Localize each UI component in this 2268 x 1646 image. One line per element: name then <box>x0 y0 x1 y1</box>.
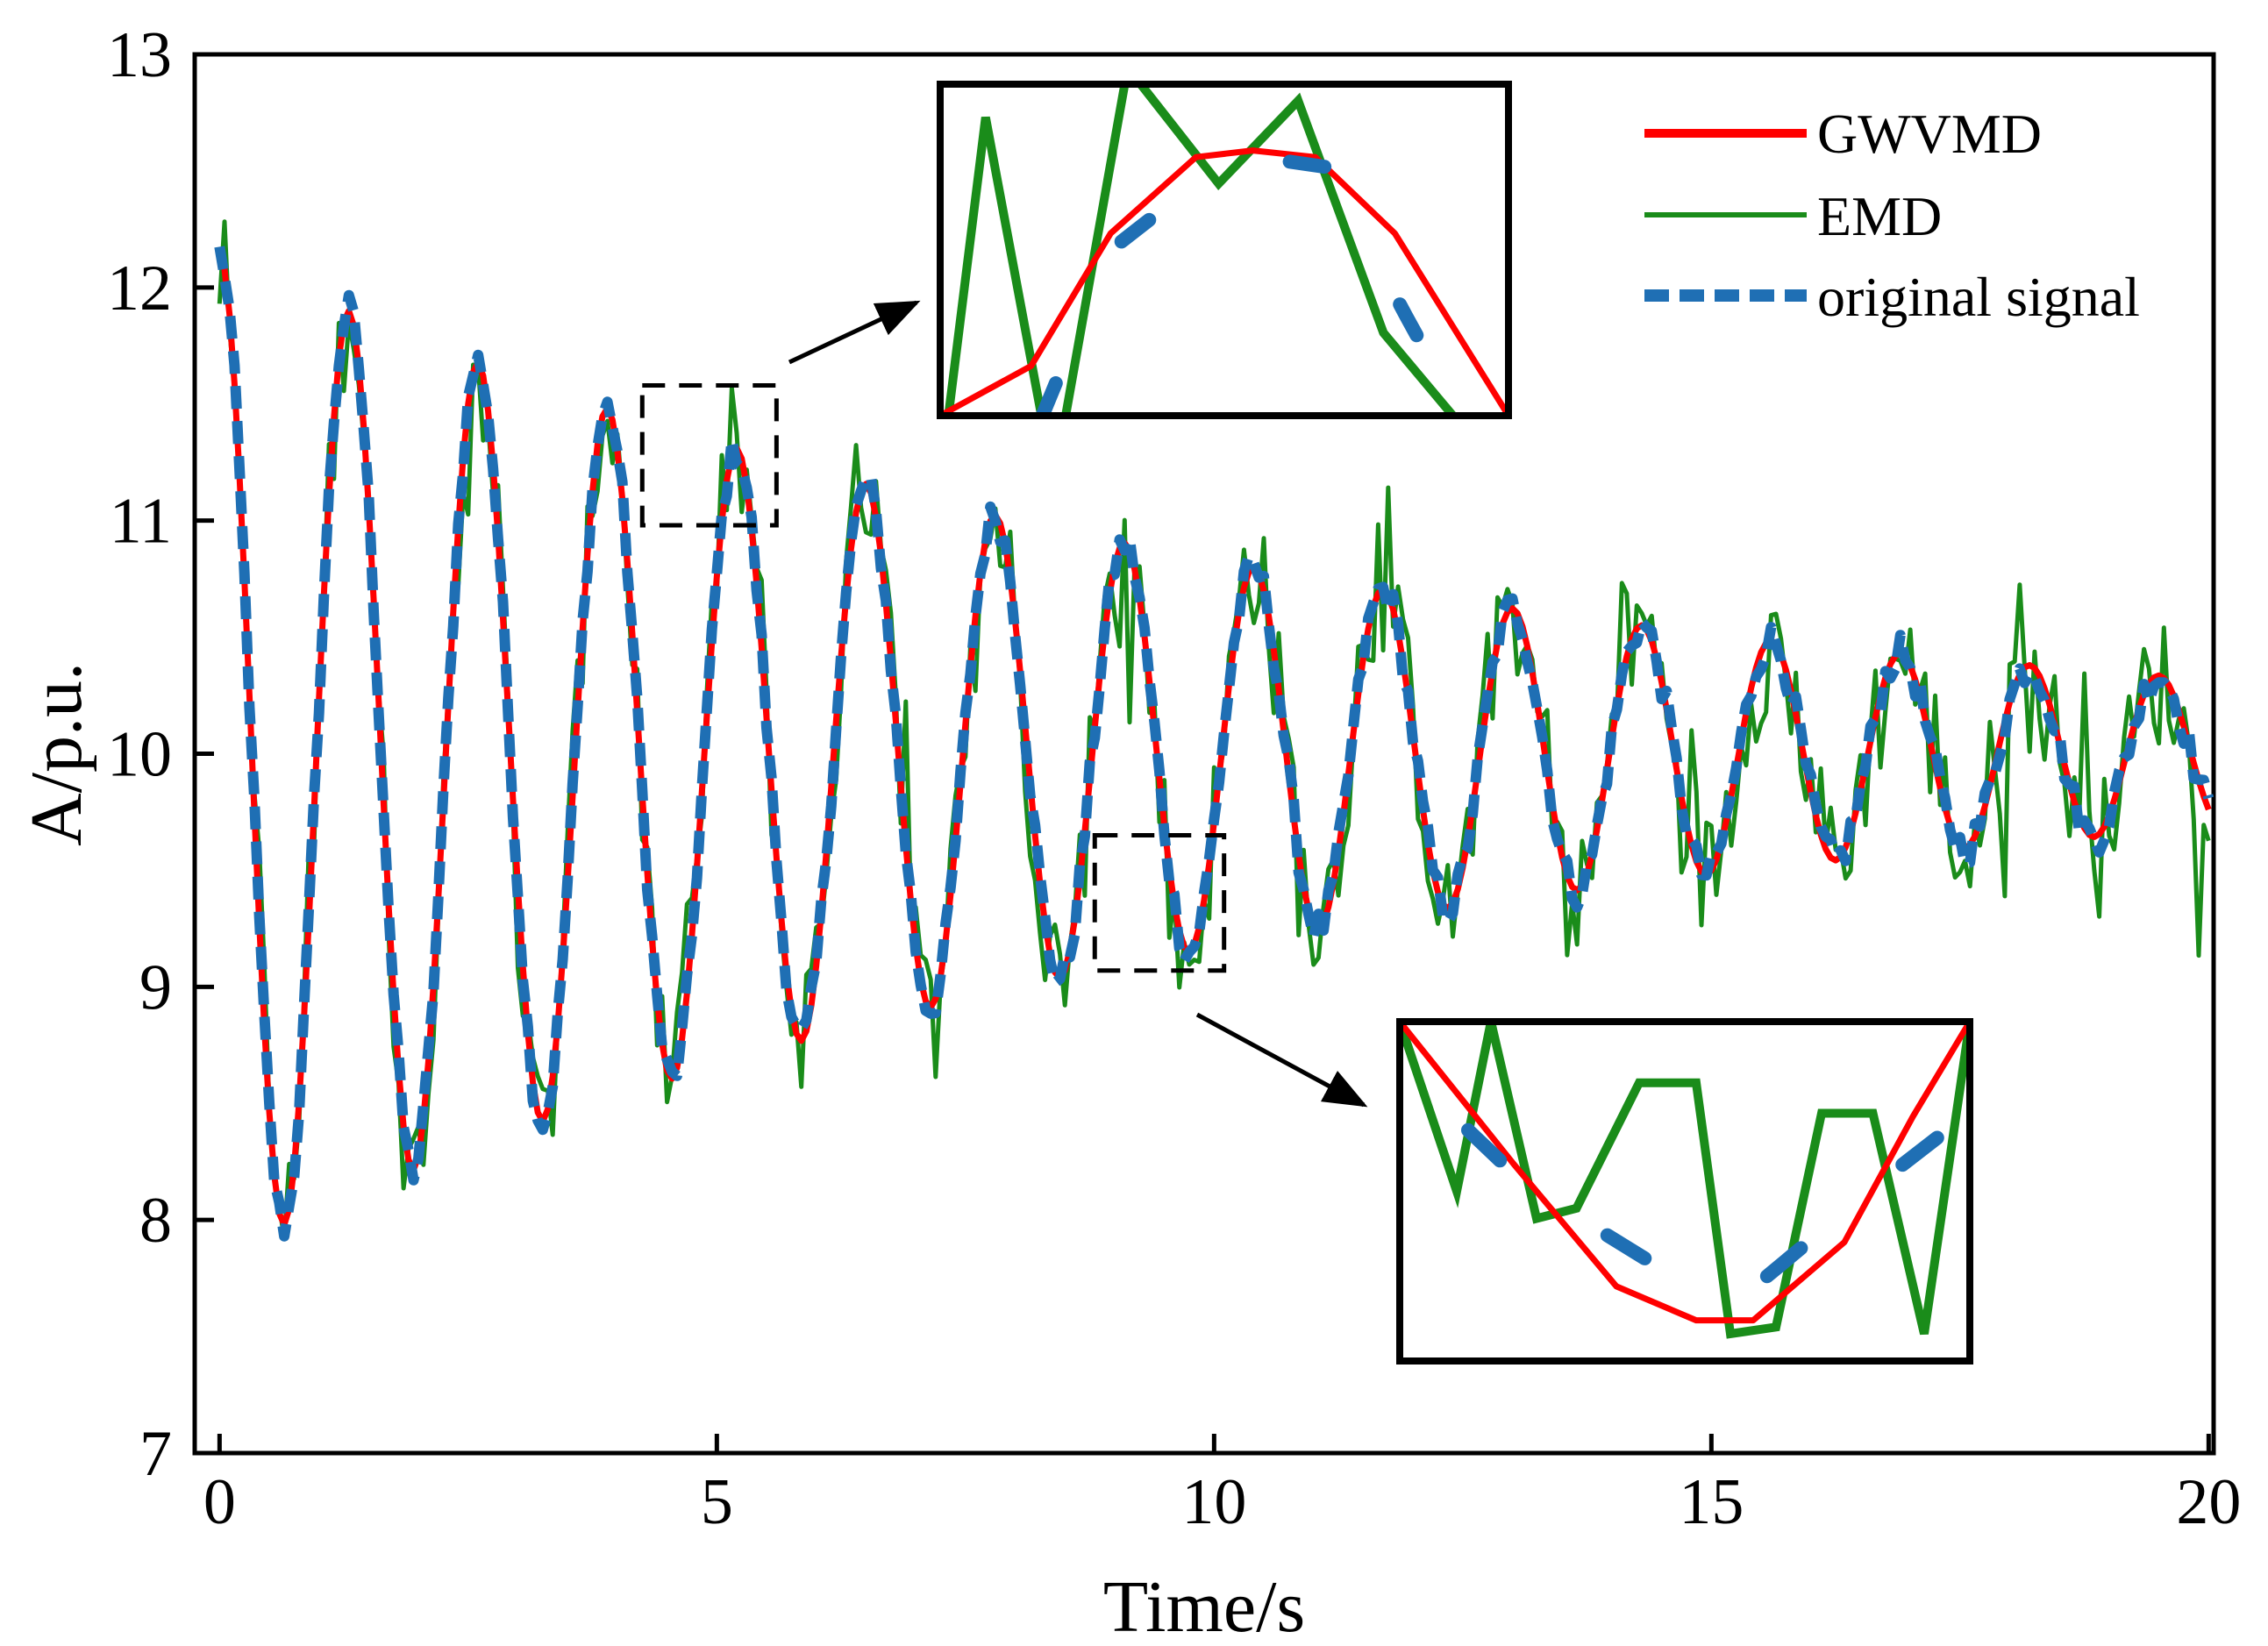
legend-label-emd: EMD <box>1817 185 1942 247</box>
x-tick-label: 10 <box>1181 1466 1246 1538</box>
zoom-arrow-2 <box>1195 1012 1368 1108</box>
y-axis-label: A/p.u. <box>16 662 97 846</box>
x-tick-label: 20 <box>2176 1466 2241 1538</box>
y-tick-label: 13 <box>107 19 172 91</box>
inset-2-line-gwvmd <box>1400 1022 1970 1324</box>
inset-1-line-emd <box>944 84 1459 416</box>
legend: GWVMD EMD original signal <box>1644 103 2140 328</box>
x-tick-label: 0 <box>203 1466 236 1538</box>
legend-label-gwvmd: GWVMD <box>1817 103 2042 165</box>
inset-2-line-emd <box>1400 1022 1970 1339</box>
series-layer <box>214 219 2214 1242</box>
x-axis-label: Time/s <box>1103 1566 1305 1646</box>
inset-1-line-gwvmd <box>940 147 1508 416</box>
zoom-region-box-2 <box>1092 833 1227 973</box>
zoom-region-box-1 <box>639 382 779 528</box>
x-tick-label: 15 <box>1679 1466 1744 1538</box>
y-tick-label: 8 <box>139 1185 172 1257</box>
y-tick-label: 9 <box>139 951 172 1023</box>
inset-zoom-1 <box>937 81 1512 419</box>
y-tick-label: 12 <box>107 253 172 324</box>
legend-label-original-signal: original signal <box>1817 266 2140 328</box>
x-axis-ticks: 0 5 10 15 20 <box>203 1434 2241 1538</box>
y-axis-ticks: 7 8 9 10 11 12 13 <box>107 19 214 1490</box>
x-tick-label: 5 <box>701 1466 733 1538</box>
y-tick-label: 10 <box>107 719 172 791</box>
y-tick-label: 11 <box>110 486 172 558</box>
series-line-original-signal <box>214 246 2214 1242</box>
zoom-arrow-1 <box>788 300 921 365</box>
inset-1-line-original-signal <box>1035 149 1459 416</box>
inset-zoom-2 <box>1396 1018 1973 1365</box>
y-tick-label: 7 <box>139 1418 172 1490</box>
